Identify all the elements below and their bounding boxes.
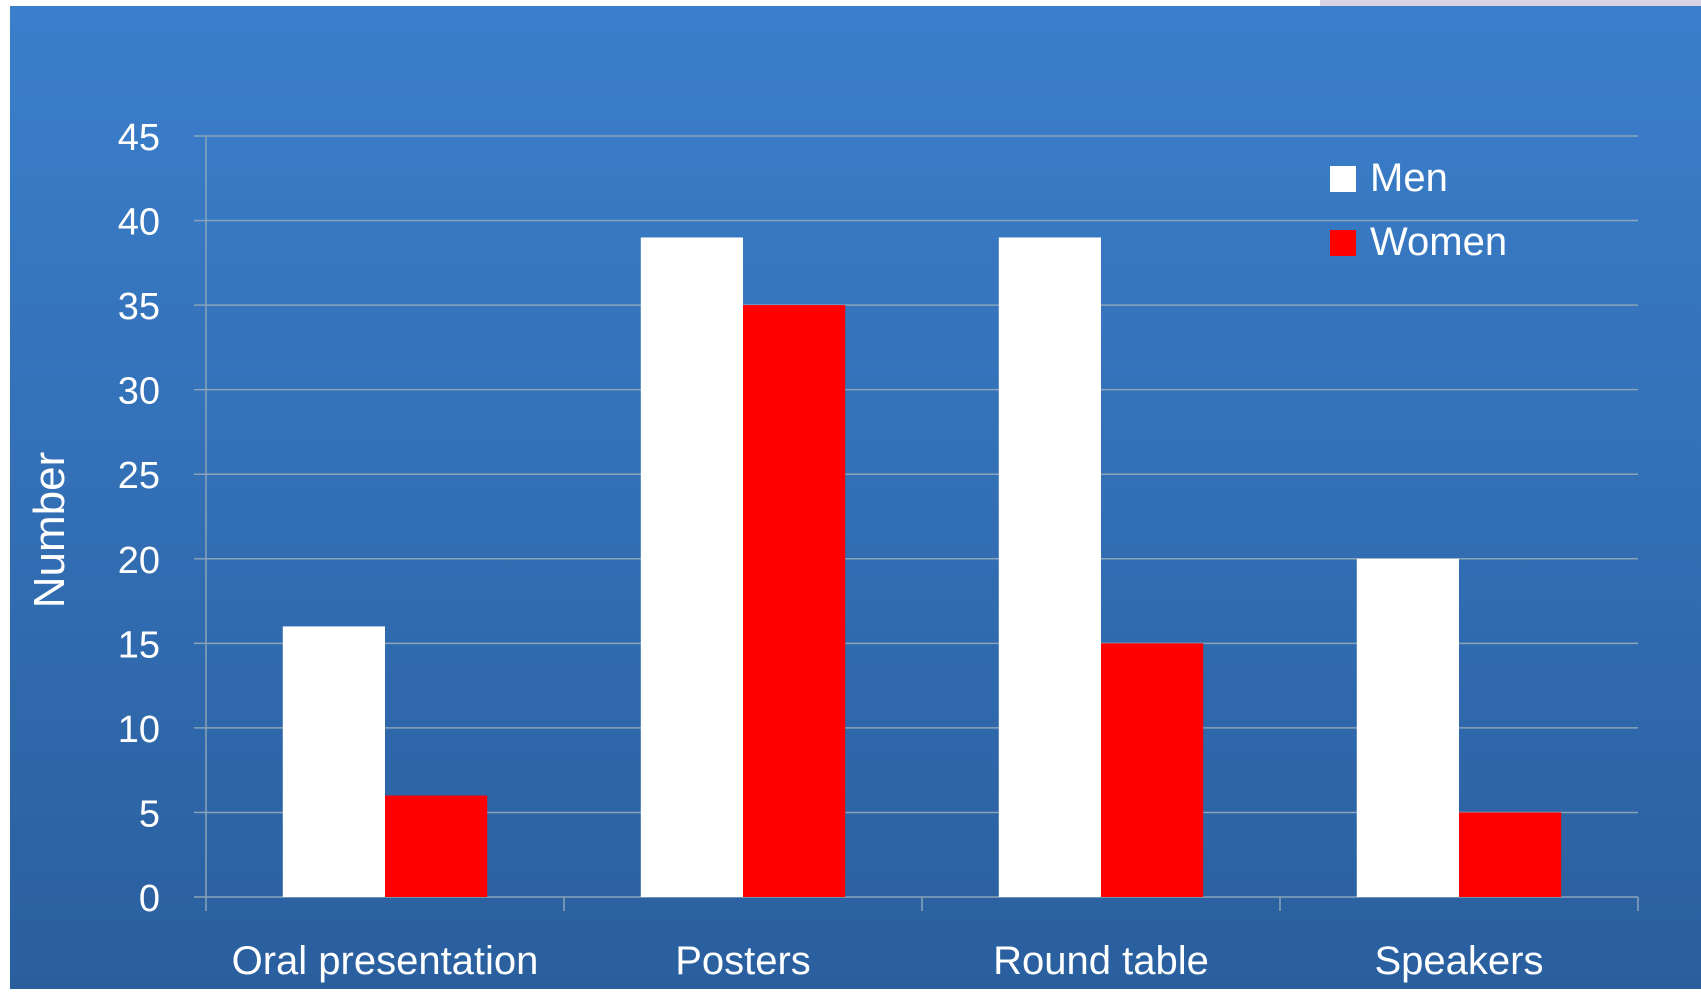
y-tick-label: 30	[118, 371, 160, 413]
y-tick-label: 15	[118, 624, 160, 666]
y-tick-labels: 0 5 10 15 20 25 30 35 40 45	[118, 117, 160, 920]
bar-women-round-table	[1101, 643, 1204, 897]
bar-men-speakers	[1356, 558, 1459, 897]
y-tick-label: 10	[118, 709, 160, 751]
y-tick-label: 5	[139, 793, 160, 835]
y-axis-label: Number	[25, 452, 74, 609]
legend-label-women: Women	[1370, 220, 1507, 264]
legend-label-men: Men	[1370, 156, 1448, 200]
bar-women-speakers	[1459, 812, 1562, 897]
y-tick-label: 40	[118, 202, 160, 244]
bar-men-oral-presentation	[282, 626, 385, 897]
x-tick-label: Posters	[675, 939, 811, 983]
legend: Men Women	[1330, 156, 1507, 264]
gridlines	[194, 135, 1638, 898]
bar-women-posters	[743, 305, 846, 898]
legend-swatch-men	[1330, 166, 1356, 192]
x-tick-labels: Oral presentation Posters Round table Speak…	[232, 939, 1544, 983]
bar-men-round-table	[998, 237, 1101, 897]
y-tick-label: 0	[139, 878, 160, 920]
bar-men-posters	[640, 237, 743, 897]
bars	[282, 237, 1562, 898]
bar-women-oral-presentation	[385, 795, 488, 897]
legend-swatch-women	[1330, 230, 1356, 256]
y-tick-label: 20	[118, 540, 160, 582]
y-tick-label: 35	[118, 286, 160, 328]
decorative-corner	[1320, 0, 1701, 6]
x-tick-label: Speakers	[1375, 939, 1544, 983]
x-tick-label: Round table	[993, 939, 1209, 983]
y-tick-label: 25	[118, 455, 160, 497]
y-tick-label: 45	[118, 117, 160, 159]
x-tick-label: Oral presentation	[232, 939, 539, 983]
